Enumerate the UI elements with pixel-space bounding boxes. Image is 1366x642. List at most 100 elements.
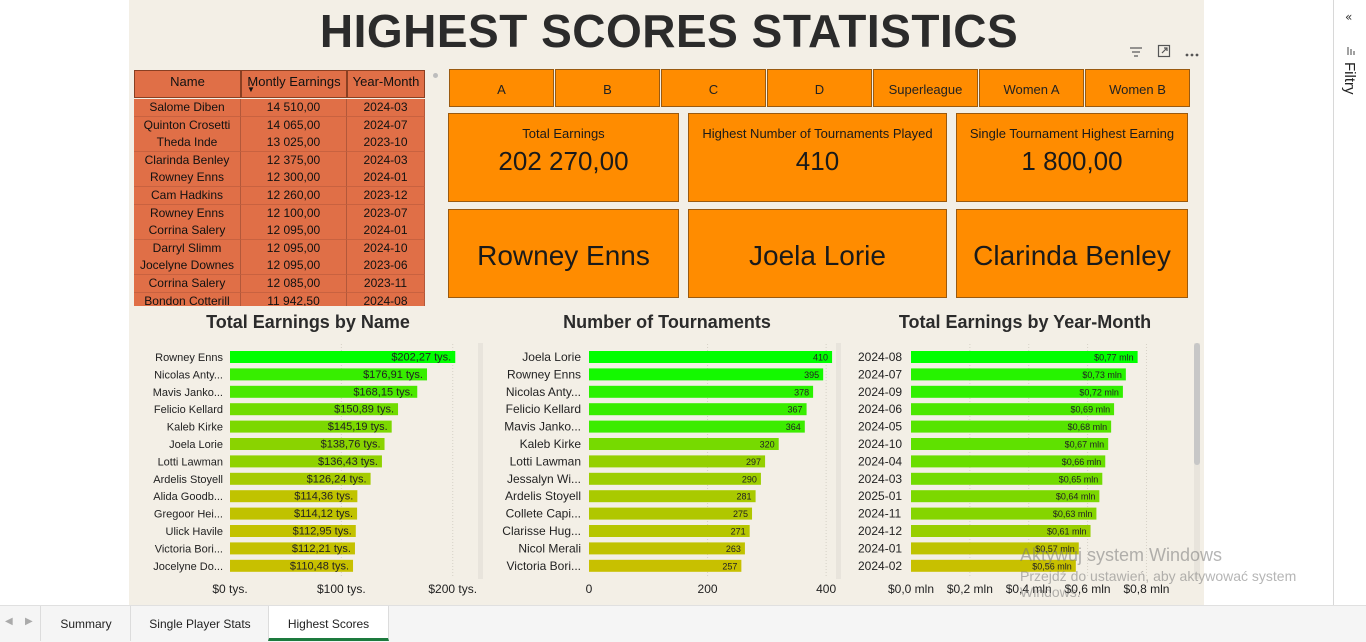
- bar[interactable]: [230, 559, 354, 572]
- bar[interactable]: [230, 420, 392, 433]
- table-header-year-month[interactable]: Year-Month: [347, 70, 425, 98]
- bar[interactable]: [911, 472, 1103, 485]
- table-row[interactable]: Quinton Crosetti 14 065,00 2024-07: [134, 116, 425, 135]
- bar[interactable]: [589, 472, 761, 485]
- bar[interactable]: [230, 403, 399, 416]
- bar[interactable]: [911, 507, 1097, 520]
- category-label: Gregoor Hei...: [154, 509, 223, 521]
- tick-label: 400: [816, 582, 836, 596]
- bar[interactable]: [589, 507, 753, 520]
- bar[interactable]: [589, 351, 833, 363]
- table-header-name[interactable]: Name: [134, 70, 241, 98]
- chart-scrollbar[interactable]: [1194, 343, 1200, 579]
- chart-scrollbar[interactable]: [836, 343, 841, 579]
- prev-page-icon[interactable]: ◀: [5, 616, 13, 627]
- bar[interactable]: [911, 559, 1076, 572]
- bar[interactable]: [589, 438, 779, 450]
- table-row[interactable]: Darryl Slimm 12 095,00 2024-10: [134, 239, 425, 258]
- tab-summary[interactable]: Summary: [40, 606, 131, 641]
- data-label: $0,73 mln: [1082, 370, 1122, 380]
- card-value: 202 270,00: [498, 146, 629, 176]
- chart-scrollbar[interactable]: [478, 343, 483, 579]
- table-row[interactable]: Clarinda Benley 12 375,00 2024-03: [134, 151, 425, 170]
- collapse-pane-icon[interactable]: «: [1345, 10, 1353, 24]
- data-label: $0,61 mln: [1047, 527, 1087, 537]
- category-label: 2024-10: [858, 437, 902, 451]
- bar[interactable]: [589, 525, 750, 537]
- table-scrollbar[interactable]: [432, 70, 440, 306]
- bar[interactable]: [911, 420, 1112, 433]
- focus-mode-icon[interactable]: [1153, 44, 1175, 66]
- data-label: 367: [788, 405, 803, 415]
- cell-name: Clarinda Benley: [134, 151, 241, 170]
- bar[interactable]: [911, 368, 1126, 381]
- table-row[interactable]: Corrina Salery 12 085,00 2023-11: [134, 275, 425, 293]
- bar[interactable]: [589, 559, 742, 572]
- table-row[interactable]: Bondon Cotterill 11 942,50 2024-08: [134, 292, 425, 306]
- bar[interactable]: [911, 542, 1079, 555]
- slicer-option-b[interactable]: B: [555, 69, 660, 107]
- table-row[interactable]: Rowney Enns 12 100,00 2023-07: [134, 204, 425, 223]
- watermark-line: Windows.: [1020, 584, 1081, 600]
- bar[interactable]: [230, 351, 456, 363]
- card-value: 410: [795, 146, 840, 176]
- sort-descending-icon: ▼: [247, 85, 255, 94]
- tab-highest-scores[interactable]: Highest Scores: [268, 606, 389, 641]
- category-label: 2024-06: [858, 402, 902, 416]
- table-row[interactable]: Jocelyne Downes 12 095,00 2023-06: [134, 257, 425, 276]
- data-label: $0,67 mln: [1065, 440, 1105, 450]
- cell-earnings: 12 095,00: [241, 222, 347, 241]
- cell-name: Darryl Slimm: [134, 239, 241, 258]
- bar[interactable]: [230, 455, 382, 468]
- slicer-option-superleague[interactable]: Superleague: [873, 69, 978, 107]
- bar[interactable]: [589, 455, 766, 468]
- more-options-icon[interactable]: [1181, 44, 1203, 66]
- table-row[interactable]: Rowney Enns 12 300,00 2024-01: [134, 169, 425, 188]
- table-row[interactable]: Cam Hadkins 12 260,00 2023-12: [134, 187, 425, 205]
- tab-single-player-stats[interactable]: Single Player Stats: [130, 606, 269, 641]
- earnings-table[interactable]: Name Montly Earnings ▼ Year-Month Salome…: [134, 70, 425, 306]
- slicer-option-d[interactable]: D: [767, 69, 872, 107]
- bar[interactable]: [589, 542, 745, 555]
- bar[interactable]: [230, 542, 355, 555]
- earnings-by-month-chart: 2024-08 $0,77 mln 2024-07 $0,73 mln 2024-09 $…: [858, 344, 1169, 596]
- bar[interactable]: [230, 385, 418, 398]
- bar[interactable]: [589, 403, 807, 416]
- bar[interactable]: [911, 490, 1100, 503]
- filter-icon[interactable]: [1125, 44, 1147, 66]
- table-row[interactable]: Salome Diben 14 510,00 2024-03: [134, 99, 425, 117]
- bar[interactable]: [230, 472, 371, 485]
- bar[interactable]: [230, 438, 385, 450]
- slicer-option-c[interactable]: C: [661, 69, 766, 107]
- category-label: Ardelis Stoyell: [505, 489, 581, 503]
- table-header-monthly-earnings[interactable]: Montly Earnings ▼: [241, 70, 347, 98]
- data-label: $110,48 tys.: [290, 560, 349, 572]
- filters-pane[interactable]: « Filtry: [1333, 0, 1366, 605]
- bar[interactable]: [911, 455, 1106, 468]
- next-page-icon[interactable]: ▶: [25, 616, 33, 627]
- bar[interactable]: [911, 403, 1115, 416]
- tick-label: $0,6 mln: [1065, 582, 1111, 596]
- bar[interactable]: [589, 385, 814, 398]
- data-label: $0,69 mln: [1071, 405, 1111, 415]
- slicer-option-women-b[interactable]: Women B: [1085, 69, 1190, 107]
- table-row[interactable]: Theda Inde 13 025,00 2023-10: [134, 134, 425, 153]
- slicer-option-a[interactable]: A: [449, 69, 554, 107]
- bar[interactable]: [911, 351, 1138, 363]
- data-label: $0,56 mln: [1032, 561, 1072, 571]
- slicer-option-women-a[interactable]: Women A: [979, 69, 1084, 107]
- bar[interactable]: [230, 490, 358, 503]
- bar[interactable]: [230, 507, 358, 520]
- bar[interactable]: [230, 525, 356, 537]
- bar[interactable]: [589, 490, 756, 503]
- data-label: $202,27 tys.: [391, 352, 451, 364]
- cell-year-month: 2023-11: [347, 275, 425, 293]
- bar[interactable]: [230, 368, 428, 381]
- bar[interactable]: [911, 525, 1091, 537]
- bar[interactable]: [589, 368, 824, 381]
- bar[interactable]: [911, 438, 1109, 450]
- bar[interactable]: [911, 385, 1123, 398]
- table-row[interactable]: Corrina Salery 12 095,00 2024-01: [134, 222, 425, 241]
- most-tournaments-card: Joela Lorie: [688, 209, 947, 298]
- bar[interactable]: [589, 420, 805, 433]
